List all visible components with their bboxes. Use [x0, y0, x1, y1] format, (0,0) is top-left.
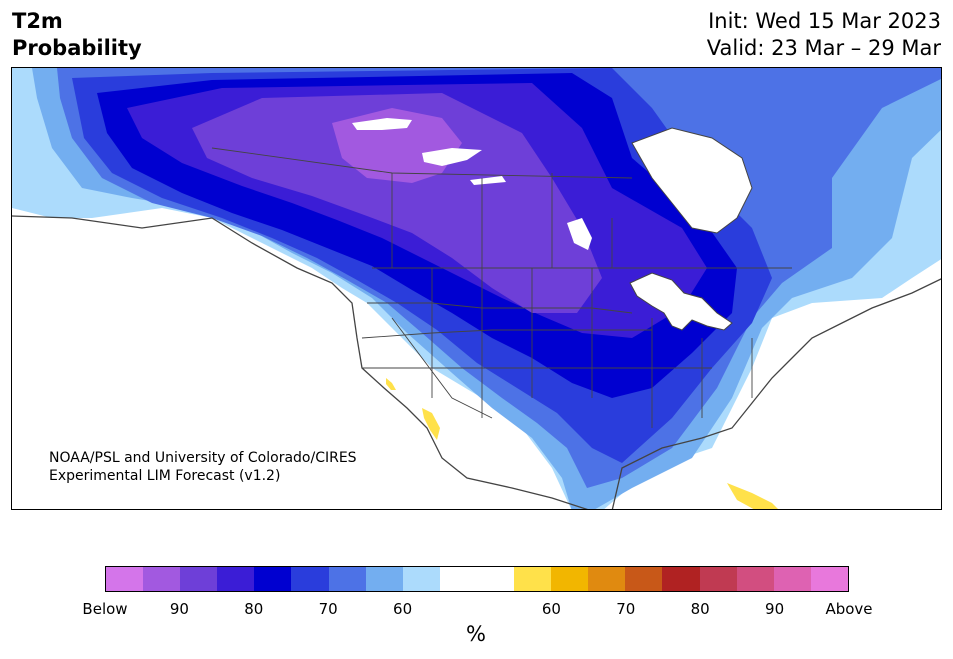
- colorbar-tick-label: 70: [318, 600, 338, 618]
- colorbar-cell-0: [106, 567, 144, 591]
- map-credit: NOAA/PSL and University of Colorado/CIRE…: [49, 449, 357, 485]
- colorbar-tick-label: 80: [690, 600, 710, 618]
- colorbar-unit: %: [466, 622, 486, 646]
- colorbar-cell-10: [476, 567, 515, 591]
- colorbar-cell-2: [180, 567, 218, 591]
- colorbar-tick-label: 70: [616, 600, 636, 618]
- colorbar-cell-6: [328, 567, 366, 591]
- coastline: [12, 215, 941, 509]
- forecast-dates: Init: Wed 15 Mar 2023 Valid: 23 Mar – 29…: [707, 8, 941, 62]
- colorbar-tick-label: Below: [82, 600, 128, 618]
- title-line-1: T2m: [12, 9, 63, 33]
- colorbar-cell-3: [217, 567, 255, 591]
- contour-violet: [192, 93, 602, 313]
- colorbar-tick-label: 90: [169, 600, 189, 618]
- colorbar-cell-14: [625, 567, 663, 591]
- northern-lake-1: [352, 118, 412, 130]
- colorbar-cell-4: [254, 567, 292, 591]
- colorbar-tick-label: Above: [825, 600, 873, 618]
- probability-map: [12, 68, 941, 509]
- colorbar-cell-11: [514, 567, 552, 591]
- colorbar-tick-label: 90: [765, 600, 785, 618]
- great-lakes: [629, 272, 733, 331]
- valid-date: Valid: 23 Mar – 29 Mar: [706, 36, 941, 60]
- northern-lake-4: [567, 218, 592, 250]
- colorbar-tick-label: 60: [541, 600, 561, 618]
- colorbar-cell-7: [365, 567, 403, 591]
- colorbar-cell-17: [736, 567, 774, 591]
- map-title: T2m Probability: [12, 8, 142, 62]
- title-line-2: Probability: [12, 36, 142, 60]
- map-panel: [11, 67, 942, 510]
- probability-colorbar: [105, 566, 849, 592]
- colorbar-cell-13: [588, 567, 626, 591]
- contour-yellow-cuba: [727, 483, 778, 509]
- northern-lake-2: [422, 148, 482, 166]
- credit-line-2: Experimental LIM Forecast (v1.2): [49, 468, 281, 484]
- hudson-bay: [631, 127, 753, 234]
- contour-yellow-baja: [422, 408, 440, 440]
- colorbar-cell-18: [773, 567, 811, 591]
- colorbar-cell-8: [402, 567, 440, 591]
- political-borders: [211, 147, 792, 428]
- colorbar-cell-19: [810, 567, 848, 591]
- colorbar-tick-label: 80: [244, 600, 264, 618]
- colorbar-cell-12: [551, 567, 589, 591]
- northern-lake-3: [470, 176, 506, 185]
- init-date: Init: Wed 15 Mar 2023: [708, 9, 941, 33]
- colorbar-cell-16: [699, 567, 737, 591]
- colorbar-cell-1: [143, 567, 181, 591]
- colorbar-cell-9: [439, 567, 477, 591]
- colorbar-tick-label: 60: [393, 600, 413, 618]
- colorbar-cell-5: [291, 567, 329, 591]
- colorbar-cell-15: [662, 567, 700, 591]
- contour-yellow-socal: [386, 378, 396, 390]
- credit-line-1: NOAA/PSL and University of Colorado/CIRE…: [49, 450, 357, 466]
- colorbar-labels: Below 90 80 70 60 60 70 80 90 Above: [0, 600, 953, 618]
